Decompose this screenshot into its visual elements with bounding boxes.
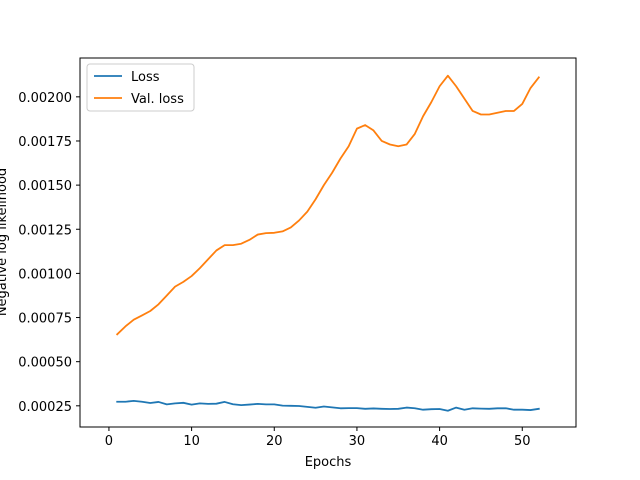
y-tick-label: 0.00075 [18,312,72,327]
x-axis-label: Epochs [305,455,352,470]
y-tick-label: 0.00150 [18,179,72,194]
series-line-loss [116,399,540,412]
x-tick-label: 20 [266,434,283,449]
y-tick-label: 0.00100 [18,267,72,282]
legend-label-loss: Loss [131,70,160,85]
x-tick-label: 10 [183,434,200,449]
x-tick-label: 0 [105,434,113,449]
y-tick-label: 0.00175 [18,135,72,150]
x-tick-label: 40 [431,434,448,449]
x-tick-label: 50 [514,434,531,449]
y-tick-label: 0.00050 [18,356,72,371]
y-axis-label: Negative log likelihood [0,168,10,316]
plot-frame [79,57,577,428]
x-axis-ticks: 0 10 20 30 40 50 [105,427,531,449]
y-axis-ticks: 0.00025 0.00050 0.00075 0.00100 0.00125 0.001… [18,91,80,415]
series-layer [115,74,541,412]
y-tick-label: 0.00200 [18,91,72,106]
series-line-val-loss [115,74,541,336]
legend-label-val-loss: Val. loss [131,92,184,107]
legend: Loss Val. loss [86,63,195,112]
y-tick-label: 0.00025 [18,400,72,415]
y-tick-label: 0.00125 [18,223,72,238]
x-tick-label: 30 [349,434,366,449]
